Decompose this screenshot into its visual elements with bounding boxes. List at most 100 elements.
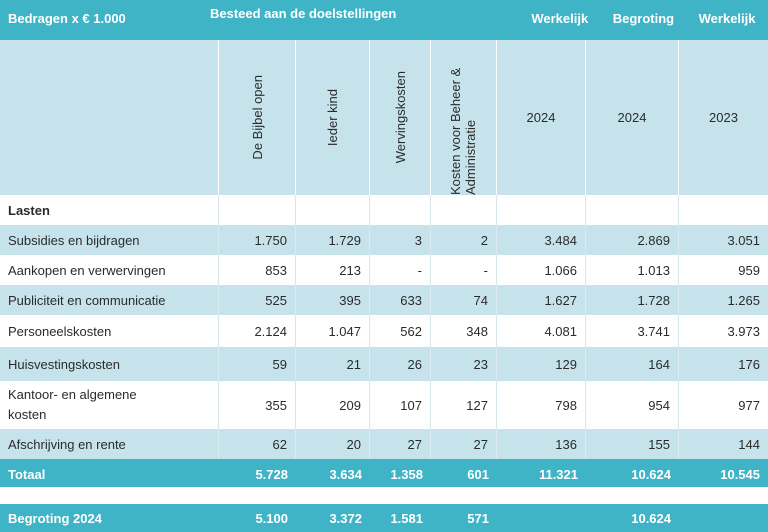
year-actual: 2024	[497, 40, 586, 195]
row-label: Kantoor- en algemene kosten	[0, 381, 219, 429]
table-cell: 1.627	[497, 285, 586, 315]
table-cell: 3	[370, 225, 431, 255]
table-cell: 2	[431, 225, 497, 255]
table-cell: 4.081	[497, 315, 586, 347]
section-title: Lasten	[0, 195, 219, 225]
table-cell: 1.729	[296, 225, 370, 255]
table-cell: 348	[431, 315, 497, 347]
table-row: Huisvestingskosten 59 21 26 23 129 164 1…	[0, 347, 768, 381]
unit-label: Bedragen x € 1.000	[8, 11, 126, 26]
table-cell: 3.973	[727, 323, 760, 339]
table-cell: 959	[738, 262, 760, 278]
table-cell: 27	[370, 429, 431, 459]
total-cell: 10.545	[720, 466, 760, 482]
row-label: Afschrijving en rente	[0, 429, 219, 459]
table-cell: 127	[431, 381, 497, 429]
table-cell: 27	[431, 429, 497, 459]
table-row: Aankopen en verwervingen 853 213 - - 1.0…	[0, 255, 768, 285]
table-cell: 1.728	[586, 285, 679, 315]
table-row: Publiciteit en communicatie 525 395 633 …	[0, 285, 768, 315]
total-label: Totaal	[8, 466, 46, 482]
table-cell: 107	[370, 381, 431, 429]
budget-cell	[497, 504, 586, 532]
table-cell: 136	[497, 429, 586, 459]
col-actual-label: Werkelijk	[531, 11, 589, 26]
table-cell: 355	[219, 381, 296, 429]
budget-cell: 5.100	[255, 510, 288, 526]
section-row: Lasten	[0, 195, 768, 225]
year-text: 2023	[709, 110, 738, 125]
table-row: Personeelskosten 2.124 1.047 562 348 4.0…	[0, 315, 768, 347]
table-cell: 977	[738, 397, 760, 413]
col-header-ieder-kind: Ieder kind	[296, 40, 370, 195]
table-cell: 525	[219, 285, 296, 315]
budget-cell: 1.581	[390, 510, 423, 526]
year-budget: 2024	[586, 40, 679, 195]
row-label: Personeelskosten	[0, 315, 219, 347]
table-cell: 395	[296, 285, 370, 315]
table-cell: 59	[219, 347, 296, 381]
table-cell: 1.066	[497, 255, 586, 285]
row-label: Aankopen en verwervingen	[0, 255, 219, 285]
table-cell: 3.484	[497, 225, 586, 255]
empty-cell	[296, 195, 370, 225]
header-blank	[0, 40, 219, 195]
table-cell: 213	[296, 255, 370, 285]
col-header-beheer: Kosten voor Beheer & Administratie	[431, 40, 497, 195]
table-cell: 3.051	[727, 232, 760, 248]
budget-label: Begroting 2024	[8, 510, 102, 526]
table-cell: 853	[219, 255, 296, 285]
budget-cell: 10.624	[631, 510, 671, 526]
row-label: Publiciteit en communicatie	[0, 285, 219, 315]
table-cell: 1.265	[727, 292, 760, 308]
total-cell: 1.358	[390, 466, 423, 482]
table-cell: 176	[738, 356, 760, 372]
row-label: Huisvestingskosten	[0, 347, 219, 381]
table-cell: 1.013	[586, 255, 679, 285]
table-cell: 562	[370, 315, 431, 347]
table-cell: 155	[586, 429, 679, 459]
empty-cell	[586, 195, 679, 225]
table-row: Subsidies en bijdragen 1.750 1.729 3 2 3…	[0, 225, 768, 255]
spacer	[0, 487, 768, 504]
empty-cell	[219, 195, 296, 225]
col-header-werving: Wervingskosten	[370, 40, 431, 195]
col-header-bijbel: De Bijbel open	[219, 40, 296, 195]
row-label: Subsidies en bijdragen	[0, 225, 219, 255]
table-cell: -	[431, 255, 497, 285]
col-header-text: Kosten voor Beheer & Administratie	[447, 67, 478, 195]
header-row-top: Bedragen x € 1.000 Besteed aan de doelst…	[0, 0, 768, 40]
budget-cell	[679, 504, 768, 532]
total-cell: 10.624	[631, 466, 671, 482]
header-spacer	[458, 0, 519, 40]
table-cell: 1.750	[219, 225, 296, 255]
col-header-text: De Bijbel open	[249, 75, 265, 160]
header-row-columns: De Bijbel open Ieder kind Wervingskosten…	[0, 40, 768, 195]
budget-cell: 571	[467, 510, 489, 526]
table-cell: 74	[431, 285, 497, 315]
table-cell: 209	[296, 381, 370, 429]
table-cell: 21	[296, 347, 370, 381]
empty-cell	[431, 195, 497, 225]
empty-cell	[497, 195, 586, 225]
col-actual-prev-label: Werkelijk	[698, 11, 756, 26]
col-budget-label: Begroting	[612, 11, 675, 26]
table-cell: 144	[738, 436, 760, 452]
total-cell: 5.728	[255, 466, 288, 482]
table-cell: 2.124	[219, 315, 296, 347]
year-text: 2024	[526, 110, 556, 125]
table-row: Kantoor- en algemene kosten 355 209 107 …	[0, 381, 768, 429]
table-cell: 3.741	[586, 315, 679, 347]
budget-row: Begroting 2024 5.100 3.372 1.581 571 10.…	[0, 504, 768, 532]
table-cell: 62	[219, 429, 296, 459]
group-label: Besteed aan de doelstellingen	[209, 6, 397, 21]
table-row: Afschrijving en rente 62 20 27 27 136 15…	[0, 429, 768, 459]
budget-cell: 3.372	[329, 510, 362, 526]
table-cell: 798	[497, 381, 586, 429]
total-cell: 3.634	[329, 466, 362, 482]
table-cell: 26	[370, 347, 431, 381]
table-cell: 129	[497, 347, 586, 381]
table-cell: 954	[586, 381, 679, 429]
col-header-text: Ieder kind	[325, 88, 340, 147]
